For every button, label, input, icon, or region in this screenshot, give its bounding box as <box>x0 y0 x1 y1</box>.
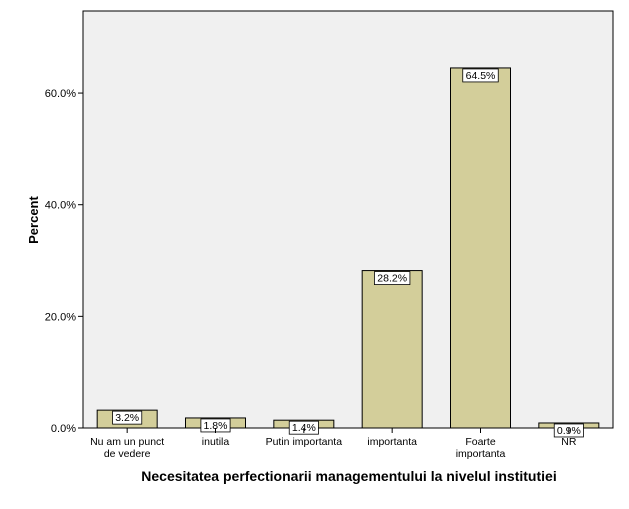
plot-area <box>82 10 614 429</box>
data-label: 64.5% <box>466 70 496 82</box>
bar <box>450 67 511 429</box>
x-tick-label: inutila <box>202 436 230 448</box>
x-tick-label: NR <box>561 436 577 448</box>
x-tick-label: importanta <box>367 436 417 448</box>
x-tick-label: de vedere <box>104 448 151 460</box>
x-tick-label: Foarte <box>465 436 496 448</box>
data-label: 1.8% <box>204 420 228 432</box>
y-tick-label: 0.0% <box>51 423 76 435</box>
bars-layer <box>96 67 600 429</box>
y-tick-label: 40.0% <box>45 200 76 212</box>
data-label-box <box>288 420 319 435</box>
data-label-box <box>374 271 411 285</box>
x-tick-label: Nu am un punct <box>90 436 164 448</box>
x-axis-title: Necesitatea perfectionarii managementulu… <box>141 468 556 484</box>
data-label: 28.2% <box>377 273 407 285</box>
y-tick-label: 20.0% <box>45 311 76 323</box>
data-labels-layer: 3.2%1.8% 1.4%28.2%64.5%0.9% <box>112 68 584 438</box>
bar <box>361 270 423 429</box>
x-tick-label: Putin importanta <box>266 436 343 448</box>
y-axis-title: Percent <box>26 195 41 243</box>
y-tick-label: 60.0% <box>45 88 76 100</box>
y-axis: 0.0% 20.0% 40.0% 60.0% <box>45 88 83 435</box>
data-label: 3.2% <box>115 412 139 424</box>
data-label-box <box>112 410 143 425</box>
data-label-box <box>462 68 499 83</box>
x-tick-label: importanta <box>456 448 506 460</box>
